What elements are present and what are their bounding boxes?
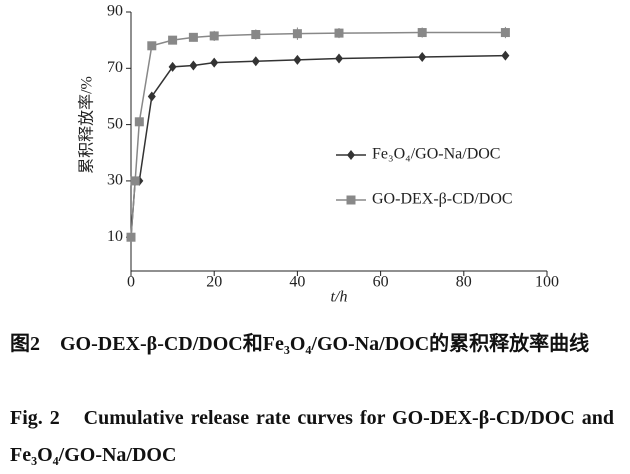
- marker: [147, 41, 157, 51]
- y-tick-label: 70: [107, 59, 123, 76]
- marker: [335, 53, 343, 64]
- marker: [134, 117, 144, 127]
- marker: [209, 31, 219, 41]
- y-tick-label: 30: [107, 172, 123, 189]
- x-axis-label: t/h: [331, 289, 348, 306]
- marker: [292, 29, 302, 39]
- x-tick-label: 100: [535, 274, 559, 291]
- marker: [251, 56, 260, 67]
- marker: [500, 28, 510, 38]
- y-tick-label: 10: [107, 228, 123, 245]
- marker: [168, 61, 177, 72]
- legend-marker: [347, 150, 355, 160]
- x-tick-label: 40: [289, 274, 305, 291]
- marker: [251, 30, 261, 40]
- marker: [210, 57, 219, 68]
- marker: [126, 232, 136, 242]
- chart: 累积释放率/% t/h 10 30 50 70 90 0 20 40 60 80 100 Fe₃O₄/…: [78, 3, 559, 306]
- marker: [293, 54, 302, 65]
- legend-label: GO-DEX-β-CD/DOC: [372, 191, 513, 208]
- marker: [189, 60, 198, 71]
- x-tick-label: 20: [206, 274, 222, 291]
- x-tick-label: 60: [373, 274, 389, 291]
- caption-en: Fig. 2 Cumulative release rate curves fo…: [10, 407, 614, 466]
- x-tick-label: 0: [127, 274, 135, 291]
- x-tick-label: 80: [456, 274, 472, 291]
- marker: [130, 176, 140, 186]
- marker: [417, 28, 427, 38]
- marker: [418, 52, 427, 63]
- series-line: [130, 31, 506, 238]
- marker: [168, 35, 178, 45]
- y-axis-label: 累积释放率/%: [78, 76, 96, 174]
- marker: [147, 91, 156, 102]
- marker: [334, 28, 344, 38]
- caption-zh: 图2 GO-DEX-β-CD/DOC和Fe₃O₄/GO-Na/DOC的累积释放率…: [10, 333, 590, 355]
- y-tick-label: 50: [107, 115, 123, 132]
- marker: [501, 50, 510, 61]
- legend-label: Fe₃O₄/GO-Na/DOC: [372, 146, 500, 163]
- legend-marker: [346, 195, 356, 205]
- y-tick-label: 90: [107, 3, 123, 20]
- marker: [188, 32, 198, 42]
